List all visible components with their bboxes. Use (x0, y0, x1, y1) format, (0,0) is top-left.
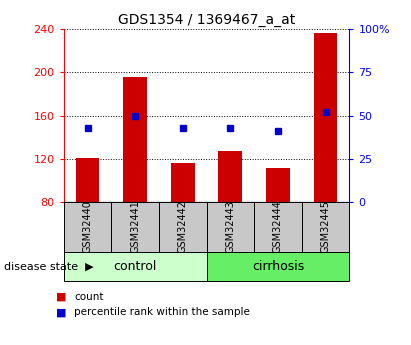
Text: cirrhosis: cirrhosis (252, 260, 304, 273)
Title: GDS1354 / 1369467_a_at: GDS1354 / 1369467_a_at (118, 13, 295, 27)
Bar (218, 151, 242, 202)
Text: disease state  ▶: disease state ▶ (4, 262, 94, 272)
Bar (206, 202, 254, 252)
Text: GSM32441: GSM32441 (130, 200, 140, 253)
Text: GSM32440: GSM32440 (83, 200, 92, 253)
Text: ■: ■ (55, 292, 66, 302)
Bar (302, 202, 349, 252)
Text: count: count (74, 292, 104, 302)
Bar (64, 202, 111, 252)
Bar (171, 163, 195, 202)
Bar (314, 32, 337, 202)
Bar (159, 202, 206, 252)
Text: GSM32442: GSM32442 (178, 200, 188, 253)
Text: GSM32445: GSM32445 (321, 200, 330, 253)
Bar (64, 252, 206, 281)
Text: ■: ■ (55, 307, 66, 317)
Text: percentile rank within the sample: percentile rank within the sample (74, 307, 250, 317)
Bar (254, 202, 302, 252)
Bar (266, 168, 290, 202)
Bar (111, 202, 159, 252)
Text: GSM32443: GSM32443 (225, 200, 236, 253)
Bar (123, 77, 147, 202)
Bar (76, 158, 99, 202)
Text: GSM32444: GSM32444 (273, 200, 283, 253)
Text: control: control (113, 260, 157, 273)
Bar (206, 252, 349, 281)
